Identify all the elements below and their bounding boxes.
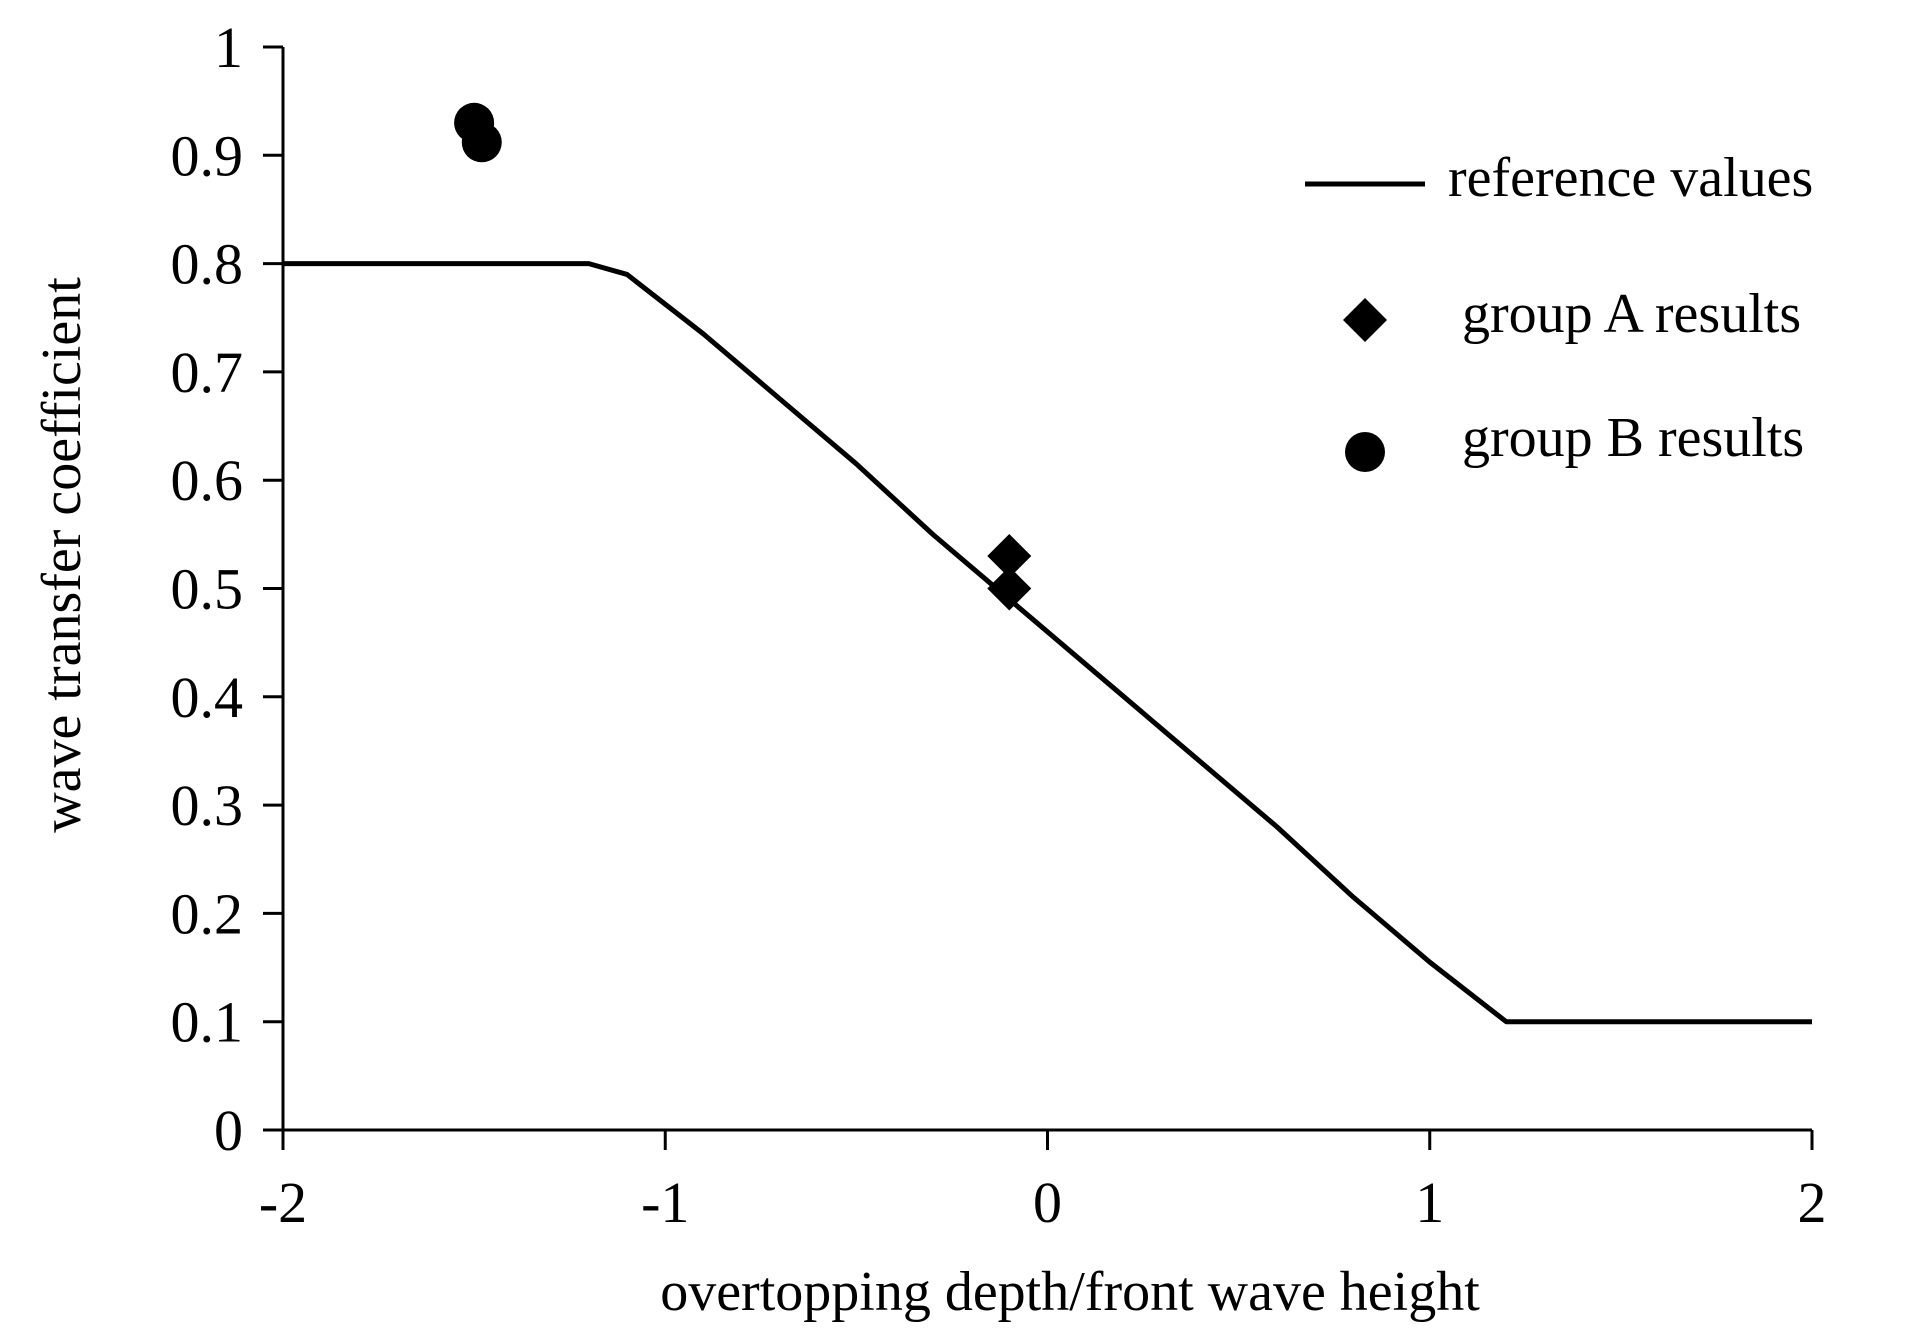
y-axis-title: wave transfer coefficient [31,277,93,833]
legend-label: reference values [1448,147,1813,209]
y-tick-label: 0.5 [171,557,244,622]
y-tick-label: 0.3 [171,773,244,838]
y-tick-label: 0.7 [171,340,244,405]
group-a-point [987,566,1032,611]
x-tick-label: 1 [1415,1170,1444,1235]
y-tick-label: 0.1 [171,990,244,1055]
group-a-point [987,534,1032,579]
x-tick-label: -1 [641,1170,689,1235]
series-layer [283,102,1812,1025]
x-tick-label: 0 [1033,1170,1062,1235]
group-b-point [461,122,502,163]
y-tick-label: 0.2 [171,881,244,946]
ticks: -2 -1 0 1 2 0 0.1 0.2 0.3 0.4 0.5 0.6 0.7 0.8 0.9 1 [171,15,1827,1235]
y-tick-label: 0 [214,1098,243,1163]
y-tick-label: 0.4 [171,665,244,730]
legend-diamond-symbol [1343,298,1387,342]
legend-label: group B results [1462,407,1804,469]
legend: reference values group A results group B r… [1305,147,1813,472]
x-axis-title: overtopping depth/front wave height [660,1261,1480,1323]
legend-label: group A results [1462,283,1801,345]
y-tick-label: 0.8 [171,232,244,297]
x-tick-label: 2 [1798,1170,1827,1235]
x-tick-label: -2 [259,1170,307,1235]
legend-circle-symbol [1345,432,1385,472]
y-tick-label: 1 [214,15,243,80]
series-line-reference-values [283,261,1812,1025]
y-tick-label: 0.6 [171,448,244,513]
y-tick-label: 0.9 [171,123,244,188]
axes [281,47,1812,1132]
